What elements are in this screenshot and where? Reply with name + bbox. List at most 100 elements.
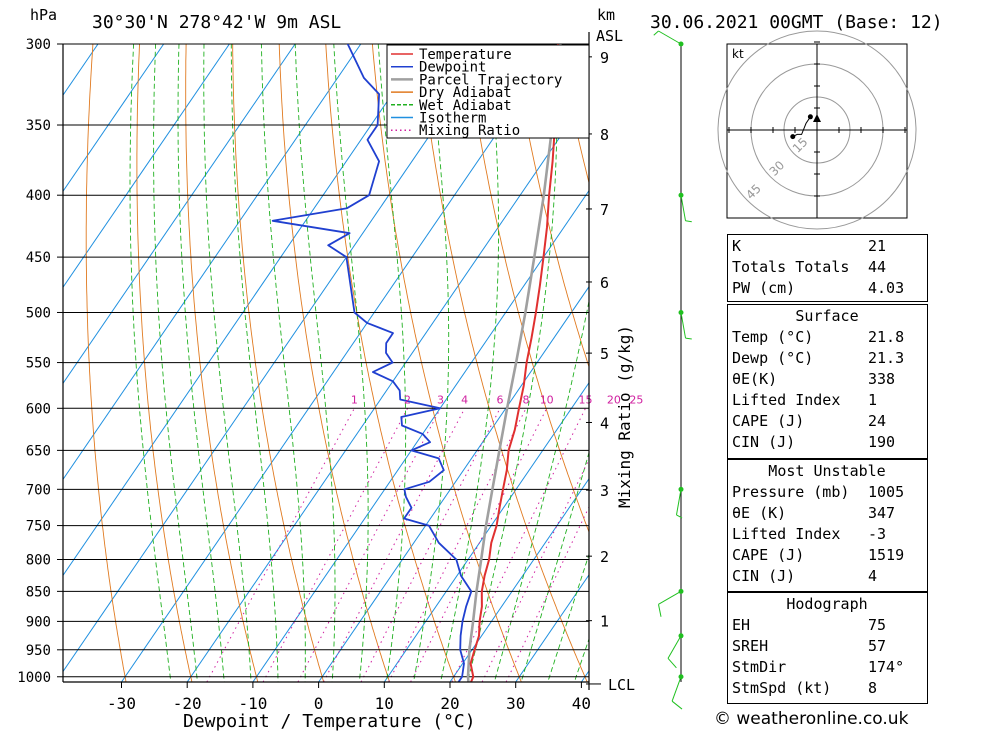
mu-value: 1519 — [868, 546, 905, 564]
mixing-ratio-line — [410, 408, 548, 682]
table-row: CIN (J) 4 — [728, 566, 926, 587]
height-tick-label: 9 — [600, 49, 609, 67]
mu-label: CAPE (J) — [732, 546, 805, 564]
table-row: Lifted Index -3 — [728, 524, 926, 545]
temp-tick-label: 40 — [572, 694, 591, 713]
index-value: 4.03 — [868, 279, 905, 297]
wind-barb-shaft — [658, 30, 682, 45]
legend-label: Parcel Trajectory — [419, 72, 562, 88]
wet-adiabat-line — [520, 450, 589, 682]
wet-adiabat-line — [294, 44, 336, 682]
wet-adiabat-line — [153, 44, 198, 682]
wind-barb-half-flag — [676, 514, 683, 519]
index-label: K — [732, 237, 742, 255]
temp-tick-label: -20 — [173, 694, 202, 713]
mu-label: CIN (J) — [732, 567, 796, 585]
mu-label: Lifted Index — [732, 525, 841, 543]
mixing-ratio-line — [297, 408, 441, 682]
most-unstable-table: Most Unstable Pressure (mb) 1005 θE (K) 34… — [728, 461, 926, 587]
wind-barb-shaft — [667, 635, 682, 659]
indices-box — [727, 234, 928, 302]
most-unstable-title: Most Unstable — [768, 462, 886, 480]
dry-adiabat-line — [278, 44, 391, 682]
table-row: StmDir 174° — [728, 657, 926, 678]
pressure-label: 750 — [26, 519, 51, 535]
indices-table: K 21 Totals Totals 44 PW (cm) 4.03 — [728, 236, 926, 299]
wet-adiabat-line — [413, 44, 450, 682]
surface-value: 24 — [868, 412, 887, 430]
mu-value: 347 — [868, 504, 896, 522]
hpa-label: hPa — [30, 6, 57, 24]
pressure-label: 450 — [26, 250, 51, 266]
legend-box — [386, 44, 590, 139]
dry-adiabat-line — [465, 44, 589, 534]
surface-label: Dewp (°C) — [732, 349, 814, 367]
table-row: Pressure (mb) 1005 — [728, 482, 926, 503]
legend-label: Dry Adiabat — [419, 85, 512, 101]
dry-adiabat-line — [232, 44, 325, 682]
km-label: km — [597, 6, 615, 24]
wind-barb-shaft — [680, 195, 687, 221]
wet-adiabat-line — [547, 552, 589, 682]
wet-adiabat-line — [203, 44, 252, 682]
mixing-ratio-label: 6 — [497, 393, 504, 406]
wet-adiabat-line — [467, 44, 558, 682]
wet-adiabat-line — [493, 299, 589, 682]
surface-value: 338 — [868, 370, 896, 388]
table-row: Totals Totals 44 — [728, 257, 926, 278]
surface-label: CAPE (J) — [732, 412, 805, 430]
wet-adiabat-line — [129, 44, 172, 682]
credit-text: © weatheronline.co.uk — [714, 709, 909, 729]
wind-barb-flag — [657, 604, 662, 617]
surface-label: CIN (J) — [732, 433, 796, 451]
index-value: 44 — [868, 258, 887, 276]
hodograph-start-dot — [807, 114, 813, 120]
isobar-lines — [63, 43, 589, 678]
wind-barb-flag — [667, 657, 677, 669]
height-tick-label: 2 — [600, 548, 609, 566]
storm-motion-arrow — [813, 114, 821, 122]
x-axis-label: Dewpoint / Temperature (°C) — [183, 711, 476, 732]
wind-barb-half-flag — [653, 30, 659, 36]
mixing-ratio-label: 3 — [437, 393, 444, 406]
table-row: SREH 57 — [728, 636, 926, 657]
mixing-ratio-line — [262, 408, 409, 682]
wind-barb-shaft — [658, 590, 682, 605]
hodo-label: StmSpd (kt) — [732, 679, 832, 697]
mu-label: θE (K) — [732, 504, 787, 522]
table-row: CIN (J) 190 — [728, 432, 926, 453]
index-label: Totals Totals — [732, 258, 850, 276]
legend-label: Mixing Ratio — [419, 123, 520, 139]
mu-label: Pressure (mb) — [732, 483, 850, 501]
table-row: EH 75 — [728, 615, 926, 636]
dry-adiabat-line — [185, 44, 259, 682]
mixing-ratio-line — [451, 408, 586, 682]
height-tick-label: 7 — [600, 201, 609, 219]
hodo-value: 174° — [868, 658, 905, 676]
pressure-label: 950 — [26, 643, 51, 659]
surface-value: 190 — [868, 433, 896, 451]
isotherm-line — [63, 44, 165, 193]
hodo-value: 8 — [868, 679, 878, 697]
pressure-label: 850 — [26, 584, 51, 600]
table-row: K 21 — [728, 236, 926, 257]
isotherm-line — [63, 44, 230, 289]
mixing-ratio-label: 8 — [523, 393, 530, 406]
temp-tick-label: -10 — [238, 694, 267, 713]
hodo-value: 57 — [868, 637, 887, 655]
temperature-line — [469, 44, 559, 682]
legend-label: Dewpoint — [419, 60, 486, 76]
dry-adiabat-line — [931, 44, 1000, 682]
wet-adiabat-line — [177, 44, 225, 682]
wind-barb-flag — [671, 700, 683, 710]
wind-barb-column — [653, 30, 692, 710]
mu-value: -3 — [868, 525, 887, 543]
pressure-label: 300 — [26, 37, 51, 53]
index-value: 21 — [868, 237, 887, 255]
mixing-ratio-label: 1 — [351, 393, 358, 406]
pressure-label: 800 — [26, 552, 51, 568]
mixing-ratio-label: 2 — [404, 393, 411, 406]
surface-label: Temp (°C) — [732, 328, 814, 346]
